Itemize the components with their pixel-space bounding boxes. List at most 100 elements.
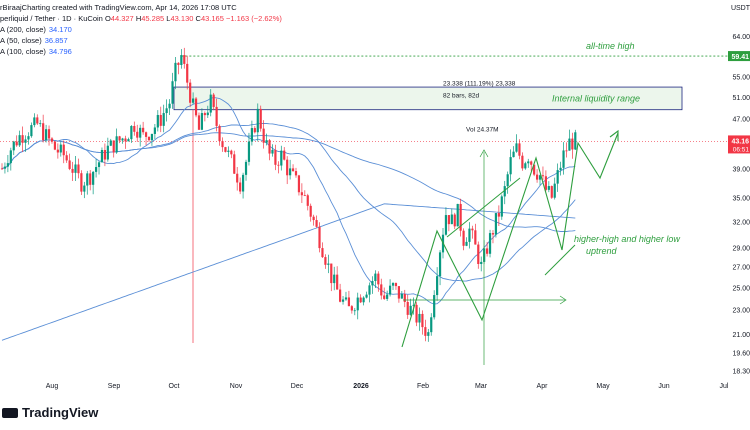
candle-body [303, 195, 306, 197]
y-tick-label: 39.00 [732, 166, 750, 173]
candle-body [556, 170, 559, 184]
candle-body [30, 125, 33, 137]
candle-body [559, 167, 562, 171]
measure-arrow-right-icon [559, 295, 567, 305]
tradingview-logo[interactable]: TradingView [2, 405, 98, 420]
ohlc-change: −1.163 (−2.62%) [225, 14, 282, 23]
measure-arrow-up-icon [479, 149, 489, 158]
candle-body [24, 139, 27, 143]
candle-body [524, 163, 527, 169]
candle-body [306, 195, 309, 206]
candle-body [268, 140, 271, 154]
candle-body [497, 213, 500, 217]
candle-body [71, 168, 74, 173]
x-tick-label: Jul [720, 383, 729, 390]
candle-body [136, 131, 139, 138]
ma-100-legend[interactable]: A (100, close) 34.796 [0, 47, 72, 56]
candle-body [3, 166, 7, 169]
candle-body [103, 150, 106, 160]
moving-average-lines [1, 96, 576, 341]
candle-body [294, 171, 298, 176]
ohlc-close: 43.165 [200, 14, 224, 23]
candle-body [506, 174, 509, 187]
candle-body [388, 285, 392, 295]
candle-body [247, 141, 251, 162]
candle-body [236, 173, 239, 183]
candle-body [533, 164, 536, 175]
candle-body [289, 168, 292, 176]
candle-body [239, 182, 242, 192]
candle-body [118, 136, 121, 141]
candle-body [500, 196, 503, 217]
candle-body [565, 150, 568, 152]
candle-body [350, 306, 353, 311]
x-tick-label: Sep [108, 383, 121, 390]
candle-body [224, 147, 227, 152]
candle-body [494, 213, 498, 235]
liquidity-range-label: Internal liquidity range [552, 93, 640, 103]
candle-body [21, 135, 24, 143]
candle-body [415, 304, 418, 323]
x-tick-label: 2026 [353, 383, 369, 390]
candle-body [477, 244, 480, 265]
candle-body [503, 186, 506, 197]
candle-body [488, 233, 492, 254]
candle-body [241, 174, 245, 192]
candle-body [359, 297, 362, 303]
candle-body [150, 133, 154, 141]
candle-body [553, 183, 556, 198]
candle-body [274, 149, 277, 165]
x-tick-label: Aug [46, 383, 59, 390]
y-tick-label: 64.00 [732, 34, 750, 41]
x-axis[interactable]: Aug Sep Oct Nov Dec 2026 Feb Mar Apr May Jun Jul [46, 383, 729, 390]
candle-body [356, 297, 359, 311]
candle-body [174, 62, 177, 82]
y-axis[interactable]: 64.00 55.00 51.00 47.00 39.00 35.00 32.00 29.00… [728, 5, 750, 376]
candle-body [233, 154, 236, 174]
candle-body [203, 113, 206, 116]
y-tick-label: 19.60 [732, 350, 750, 357]
ma-200-legend[interactable]: A (200, close) 34.170 [0, 25, 72, 34]
candle-body [186, 63, 189, 83]
candle-body [512, 151, 515, 158]
candle-body [215, 106, 218, 126]
candle-body [42, 123, 45, 141]
candle-body [65, 155, 68, 161]
ohlc-open: 44.327 [110, 14, 134, 23]
candle-body [156, 114, 159, 128]
candle-body [62, 144, 65, 156]
candle-body [518, 143, 521, 156]
liquidity-range-box [173, 86, 683, 111]
candle-body [15, 141, 18, 146]
candle-body [362, 297, 365, 303]
candle-body [189, 82, 192, 103]
ma-short-line [1, 96, 576, 305]
candle-body [77, 164, 80, 174]
candle-body [127, 139, 130, 142]
candle-body [547, 186, 550, 190]
candlesticks[interactable] [0, 47, 577, 342]
last-price-label: 43.16 [731, 138, 749, 145]
candle-body [535, 174, 539, 180]
candle-body [474, 230, 477, 245]
currency-label: USDT [731, 5, 750, 12]
candle-body [33, 117, 36, 126]
ma-50-legend[interactable]: A (50, close) 36.857 [0, 36, 68, 45]
candle-body [371, 280, 374, 286]
candle-body [353, 310, 356, 312]
candle-body [53, 141, 57, 150]
candle-body [400, 294, 403, 299]
candle-body [144, 132, 148, 137]
candle-body [403, 294, 406, 302]
candle-body [9, 150, 12, 164]
candle-body [165, 108, 168, 114]
candle-body [80, 173, 83, 192]
candle-body [59, 144, 62, 153]
candle-body [277, 164, 280, 166]
symbol-title[interactable]: perliquid / Tether · 1D · KuCoin [0, 14, 103, 23]
trend-channel-top [446, 177, 521, 238]
candle-body [297, 175, 301, 193]
candle-body [433, 295, 436, 318]
candle-body [377, 273, 380, 285]
